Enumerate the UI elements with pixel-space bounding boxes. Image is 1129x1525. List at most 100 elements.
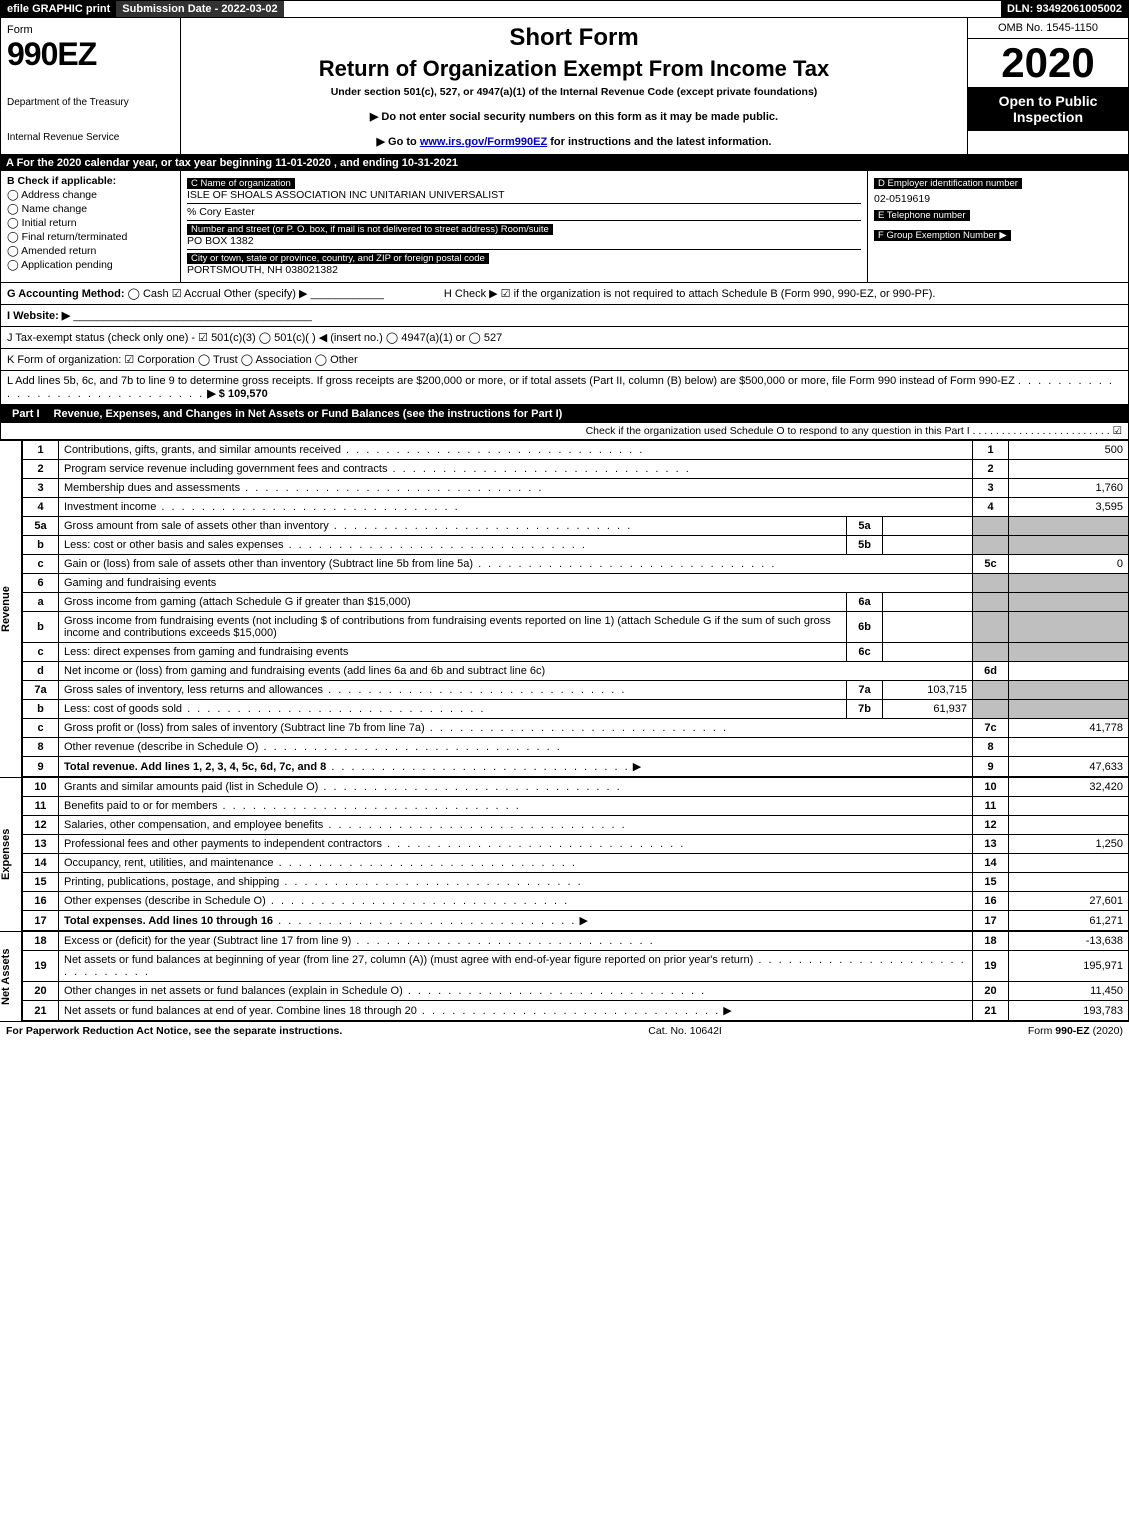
short-form-label: Short Form [191, 24, 957, 52]
form-subtitle: Under section 501(c), 527, or 4947(a)(1)… [191, 86, 957, 98]
open-to-public: Open to Public Inspection [968, 87, 1128, 131]
part-1-header: Part I Revenue, Expenses, and Changes in… [0, 405, 1129, 423]
line-l-amt: ▶ $ 109,570 [207, 388, 267, 400]
line-5c: cGain or (loss) from sale of assets othe… [23, 555, 1129, 574]
line-19: 19Net assets or fund balances at beginni… [23, 951, 1129, 982]
header-right: OMB No. 1545-1150 2020 Open to Public In… [968, 18, 1128, 154]
line-14: 14Occupancy, rent, utilities, and mainte… [23, 854, 1129, 873]
line-10: 10Grants and similar amounts paid (list … [23, 778, 1129, 797]
line-a: A For the 2020 calendar year, or tax yea… [0, 155, 1129, 171]
box-b-label: B Check if applicable: [7, 175, 174, 187]
form-title: Return of Organization Exempt From Incom… [191, 56, 957, 82]
footer-mid: Cat. No. 10642I [648, 1025, 722, 1037]
expenses-section: Expenses 10Grants and similar amounts pa… [0, 777, 1129, 931]
opt-name-change[interactable]: ◯ Name change [7, 203, 174, 215]
line-g: G Accounting Method: ◯ Cash ☑ Accrual Ot… [7, 287, 384, 300]
opt-amended-return-label: Amended return [21, 245, 96, 257]
opt-address-change-label: Address change [21, 189, 97, 201]
opt-application-pending[interactable]: ◯ Application pending [7, 259, 174, 271]
acct-cash: Cash [143, 288, 169, 300]
line-g-h: G Accounting Method: ◯ Cash ☑ Accrual Ot… [0, 283, 1129, 305]
net-assets-table: 18Excess or (deficit) for the year (Subt… [22, 931, 1129, 1021]
part-1-label: Part I [6, 408, 46, 420]
revenue-table: 1Contributions, gifts, grants, and simil… [22, 440, 1129, 777]
opt-address-change[interactable]: ◯ Address change [7, 189, 174, 201]
group-exemption-hdr: F Group Exemption Number ▶ [874, 230, 1011, 241]
box-c: C Name of organization ISLE OF SHOALS AS… [181, 171, 868, 282]
acct-other: Other (specify) ▶ [224, 288, 308, 300]
line-l-text: L Add lines 5b, 6c, and 7b to line 9 to … [7, 375, 1015, 387]
page-footer: For Paperwork Reduction Act Notice, see … [0, 1021, 1129, 1040]
line-5a: 5aGross amount from sale of assets other… [23, 517, 1129, 536]
bullet-2: ▶ Go to www.irs.gov/Form990EZ for instru… [191, 135, 957, 148]
opt-initial-return[interactable]: ◯ Initial return [7, 217, 174, 229]
opt-application-pending-label: Application pending [21, 259, 113, 271]
expenses-table: 10Grants and similar amounts paid (list … [22, 777, 1129, 931]
org-block: B Check if applicable: ◯ Address change … [0, 171, 1129, 283]
submission-date: Submission Date - 2022-03-02 [116, 1, 283, 17]
irs-link[interactable]: www.irs.gov/Form990EZ [420, 136, 547, 148]
line-8: 8Other revenue (describe in Schedule O)8 [23, 738, 1129, 757]
line-13: 13Professional fees and other payments t… [23, 835, 1129, 854]
line-12: 12Salaries, other compensation, and empl… [23, 816, 1129, 835]
care-of: % Cory Easter [187, 206, 255, 218]
ein: 02-0519619 [874, 191, 1122, 207]
opt-name-change-label: Name change [22, 203, 87, 215]
line-j: J Tax-exempt status (check only one) - ☑… [0, 327, 1129, 349]
opt-initial-return-label: Initial return [22, 217, 77, 229]
line-5b: bLess: cost or other basis and sales exp… [23, 536, 1129, 555]
opt-final-return-label: Final return/terminated [22, 231, 128, 243]
line-17: 17Total expenses. Add lines 10 through 1… [23, 911, 1129, 931]
dept-treasury: Department of the Treasury [7, 97, 174, 108]
netassets-side-label: Net Assets [0, 931, 22, 1021]
line-k: K Form of organization: ☑ Corporation ◯ … [0, 349, 1129, 371]
sched-o-check: Check if the organization used Schedule … [0, 423, 1129, 440]
line-9: 9Total revenue. Add lines 1, 2, 3, 4, 5c… [23, 757, 1129, 777]
bullet-2-pre: ▶ Go to [377, 136, 420, 148]
line-21: 21Net assets or fund balances at end of … [23, 1001, 1129, 1021]
line-6a: aGross income from gaming (attach Schedu… [23, 593, 1129, 612]
line-6c: cLess: direct expenses from gaming and f… [23, 643, 1129, 662]
form-word: Form [7, 24, 174, 36]
line-7b: bLess: cost of goods sold7b61,937 [23, 700, 1129, 719]
dept-irs: Internal Revenue Service [7, 132, 174, 143]
line-g-label: G Accounting Method: [7, 288, 125, 300]
line-6d: dNet income or (loss) from gaming and fu… [23, 662, 1129, 681]
box-def: D Employer identification number 02-0519… [868, 171, 1128, 282]
line-20: 20Other changes in net assets or fund ba… [23, 982, 1129, 1001]
street-address: PO BOX 1382 [187, 235, 254, 247]
line-i-label: I Website: ▶ [7, 310, 70, 322]
form-number: 990EZ [7, 36, 174, 73]
header-left: Form 990EZ Department of the Treasury In… [1, 18, 181, 154]
line-16: 16Other expenses (describe in Schedule O… [23, 892, 1129, 911]
line-6: 6Gaming and fundraising events [23, 574, 1129, 593]
tax-year: 2020 [968, 39, 1128, 87]
box-c-name-hdr: C Name of organization [187, 178, 295, 189]
opt-amended-return[interactable]: ◯ Amended return [7, 245, 174, 257]
part-1-title: Revenue, Expenses, and Changes in Net As… [54, 408, 563, 420]
tel-hdr: E Telephone number [874, 210, 970, 221]
line-l: L Add lines 5b, 6c, and 7b to line 9 to … [0, 371, 1129, 405]
city-hdr: City or town, state or province, country… [187, 253, 489, 264]
org-name: ISLE OF SHOALS ASSOCIATION INC UNITARIAN… [187, 189, 505, 201]
bullet-1: ▶ Do not enter social security numbers o… [191, 110, 957, 123]
box-b: B Check if applicable: ◯ Address change … [1, 171, 181, 282]
header-mid: Short Form Return of Organization Exempt… [181, 18, 968, 154]
footer-left: For Paperwork Reduction Act Notice, see … [6, 1025, 342, 1037]
line-1: 1Contributions, gifts, grants, and simil… [23, 441, 1129, 460]
ein-hdr: D Employer identification number [874, 178, 1022, 189]
line-6b: bGross income from fundraising events (n… [23, 612, 1129, 643]
line-11: 11Benefits paid to or for members11 [23, 797, 1129, 816]
opt-final-return[interactable]: ◯ Final return/terminated [7, 231, 174, 243]
efile-label: efile GRAPHIC print [1, 1, 116, 17]
acct-accrual: Accrual [184, 288, 221, 300]
expenses-side-label: Expenses [0, 777, 22, 931]
addr-hdr: Number and street (or P. O. box, if mail… [187, 224, 553, 235]
line-i: I Website: ▶ ___________________________… [0, 305, 1129, 327]
dln: DLN: 93492061005002 [1001, 1, 1128, 17]
line-2: 2Program service revenue including gover… [23, 460, 1129, 479]
revenue-section: Revenue 1Contributions, gifts, grants, a… [0, 440, 1129, 777]
omb-number: OMB No. 1545-1150 [968, 18, 1128, 39]
city-state-zip: PORTSMOUTH, NH 038021382 [187, 264, 338, 276]
line-7a: 7aGross sales of inventory, less returns… [23, 681, 1129, 700]
